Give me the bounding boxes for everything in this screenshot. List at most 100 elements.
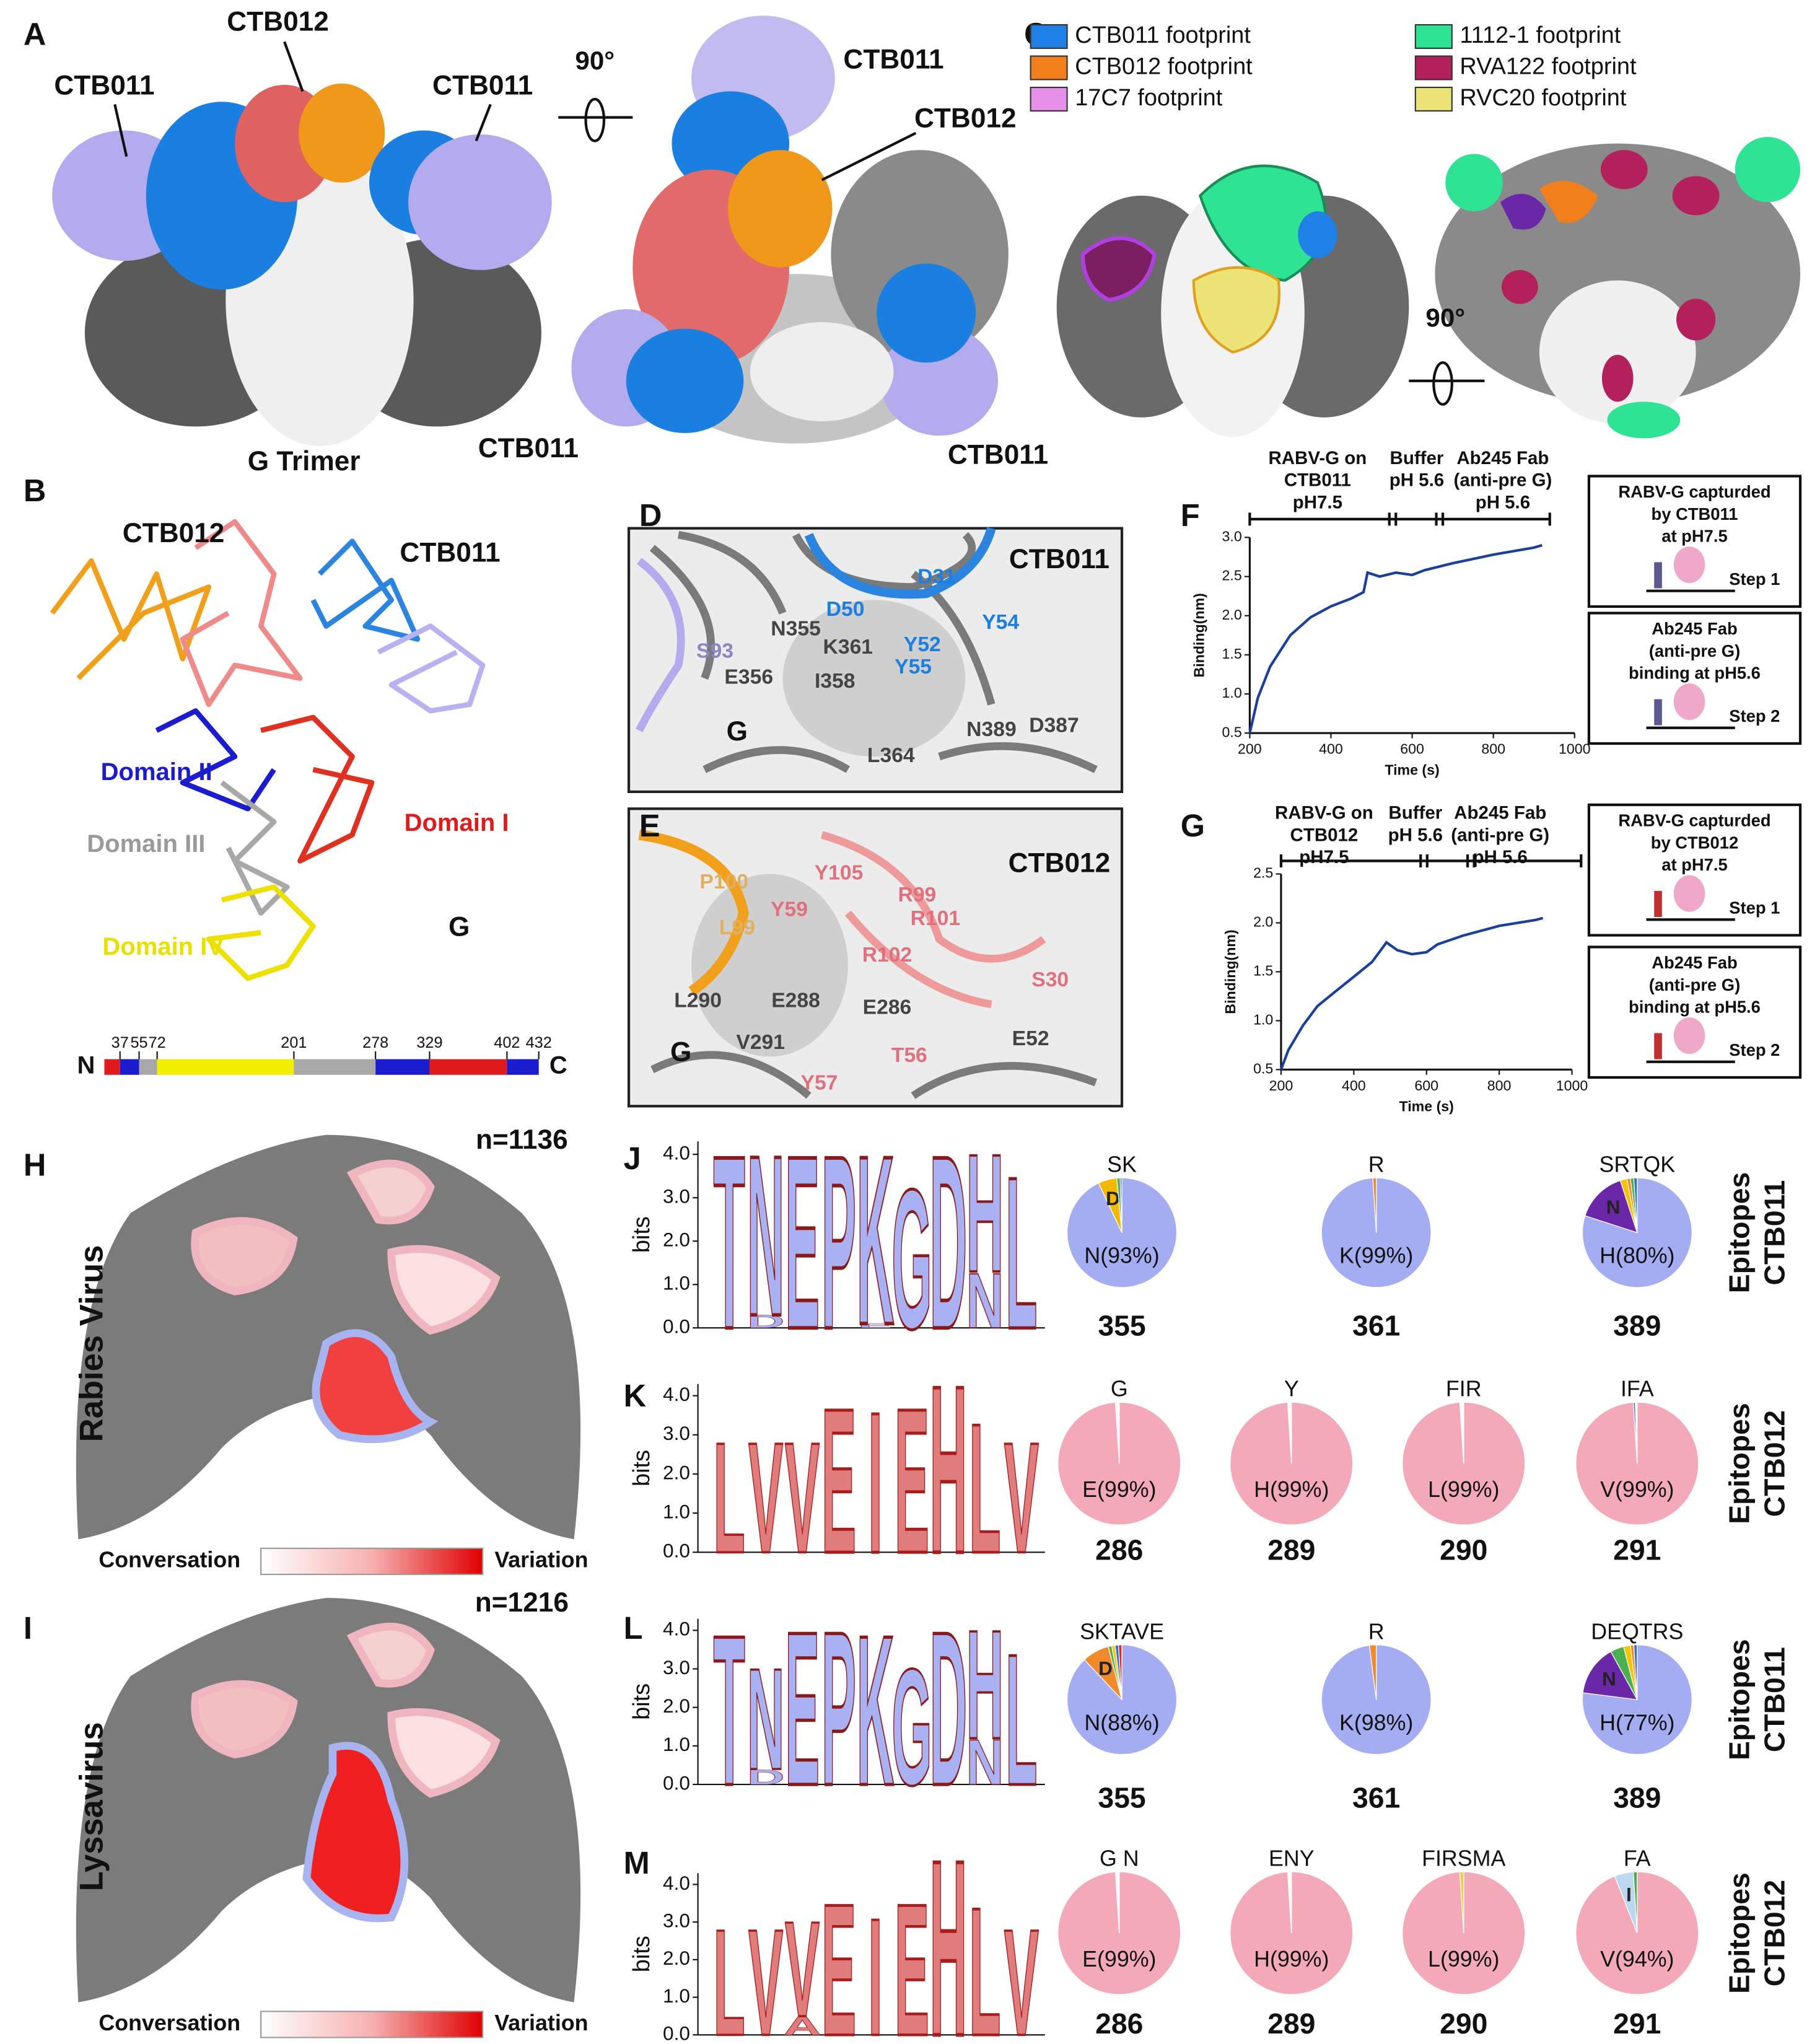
- minor-labels: FA: [1624, 1846, 1651, 1871]
- antigen-icon: [1673, 875, 1705, 912]
- residue: D31: [917, 566, 956, 589]
- y-tick-label: 2.0: [663, 1461, 690, 1483]
- logo-letter: E: [858, 1322, 893, 1329]
- group-label: CTB012: [1758, 1410, 1790, 1517]
- step-text: by CTB011: [1652, 504, 1738, 524]
- minor-labels: SKTAVE: [1080, 1619, 1164, 1644]
- logo-letter: L: [969, 1386, 1000, 1592]
- antigen-icon: [1673, 546, 1705, 584]
- y-tick-label: 4.0: [663, 1872, 690, 1894]
- domain-boundary: 201: [281, 1034, 307, 1051]
- position-label: 290: [1440, 1534, 1487, 1566]
- phase-label: (anti-pre G): [1451, 825, 1549, 845]
- residue: R99: [898, 884, 937, 906]
- logo-letter: V: [748, 1410, 783, 1587]
- label: C: [549, 1052, 567, 1079]
- position-label: 291: [1613, 2007, 1661, 2040]
- x-tick-label: 400: [1342, 1077, 1366, 1094]
- position-label: 389: [1613, 1309, 1661, 1341]
- main-label: V(99%): [1600, 1477, 1674, 1502]
- logo-letter: V: [748, 1897, 783, 2044]
- panel-c-art: [1056, 137, 1801, 439]
- residue: R102: [862, 944, 913, 967]
- y-axis-label: bits: [629, 1936, 655, 1972]
- residue: N355: [771, 618, 821, 641]
- group-label: Epitopes: [1723, 1172, 1756, 1294]
- logo-letter: L: [713, 1897, 745, 2044]
- domain-segment: [120, 1059, 139, 1075]
- main-label: E(99%): [1082, 1947, 1156, 1972]
- main-label: K(98%): [1339, 1710, 1413, 1735]
- main-label: N(93%): [1084, 1244, 1159, 1268]
- pie-slice: [1632, 1871, 1638, 1934]
- logo-letter: T: [713, 1105, 745, 1381]
- main-label: H(77%): [1600, 1710, 1674, 1735]
- residue: L364: [867, 744, 915, 767]
- binding-curve: [1279, 916, 1544, 1071]
- label: CTB011: [432, 71, 533, 101]
- position-label: 291: [1613, 1534, 1661, 1566]
- main-label: H(80%): [1600, 1244, 1674, 1268]
- antibody-icon: [1654, 562, 1662, 589]
- legend-entry: CTB012 footprint: [1075, 53, 1253, 79]
- pie-slice: [1287, 1401, 1292, 1464]
- antigen-icon: [1673, 1017, 1705, 1055]
- pie-slice: [1459, 1401, 1464, 1464]
- virus-label: Lyssavirus: [74, 1722, 110, 1891]
- position-label: 289: [1267, 2007, 1315, 2040]
- panel-label: D: [639, 498, 662, 533]
- phase-label: CTB011: [1284, 470, 1351, 491]
- y-tick-label: 4.0: [663, 1618, 690, 1640]
- y-tick-label: 3.0: [1222, 529, 1242, 545]
- y-tick-label: 1.5: [1222, 646, 1242, 662]
- x-tick-label: 1000: [1559, 741, 1591, 757]
- step-text: by CTB012: [1651, 833, 1738, 852]
- domain-label: Domain I: [405, 809, 509, 836]
- step-box: [1587, 945, 1802, 1079]
- panel-label: L: [624, 1610, 643, 1646]
- y-tick-label: 3.0: [663, 1909, 690, 1931]
- logo-letter: N: [747, 1107, 785, 1364]
- logo-letter: E: [895, 1366, 929, 1597]
- logo-letter: E: [895, 1865, 929, 2044]
- slice-label: N: [1606, 1196, 1621, 1218]
- antibody-icon: [1654, 699, 1662, 726]
- logo-letter: G: [891, 1148, 932, 1370]
- slice-label: I: [1626, 1884, 1632, 1906]
- logo-letter: D: [930, 1105, 968, 1381]
- minor-labels: Y: [1284, 1377, 1299, 1401]
- panel-label: I: [24, 1610, 32, 1646]
- phase-label: Ab245 Fab: [1454, 802, 1546, 823]
- pie-slice: [1368, 1644, 1377, 1700]
- panel-h-art: [76, 1134, 581, 1576]
- label: N: [77, 1052, 95, 1079]
- position-label: 361: [1352, 1782, 1400, 1814]
- y-tick-label: 4.0: [663, 1383, 690, 1405]
- domain-boundary: 37: [112, 1034, 129, 1051]
- main-label: H(99%): [1254, 1947, 1329, 1972]
- legend-entry: 1112-1 footprint: [1460, 22, 1621, 48]
- pie-slice: [1633, 1644, 1638, 1700]
- x-axis-label: Time (s): [1399, 1099, 1454, 1115]
- step-text: RABV-G capturded: [1618, 811, 1770, 830]
- scale-label: Variation: [494, 1547, 588, 1572]
- panel-label: E: [639, 808, 660, 843]
- domain-segment: [429, 1059, 507, 1075]
- label: CTB011: [478, 433, 579, 463]
- x-tick-label: 1000: [1556, 1077, 1588, 1094]
- scale-label: Conversation: [98, 1547, 240, 1572]
- panel-label: K: [624, 1378, 647, 1413]
- logo-letter: N: [966, 1727, 1004, 1799]
- position-label: 286: [1095, 2007, 1143, 2040]
- y-axis-label: bits: [629, 1683, 655, 1720]
- step-text: RABV-G capturded: [1618, 482, 1770, 501]
- y-axis-label: bits: [629, 1216, 655, 1253]
- y-tick-label: 1.5: [1253, 963, 1273, 979]
- x-tick-label: 800: [1487, 1077, 1512, 1094]
- domain-segment: [157, 1059, 294, 1075]
- y-tick-label: 2.5: [1253, 865, 1273, 881]
- logo-letter: P: [821, 1586, 856, 1831]
- phase-label: Buffer: [1388, 802, 1442, 823]
